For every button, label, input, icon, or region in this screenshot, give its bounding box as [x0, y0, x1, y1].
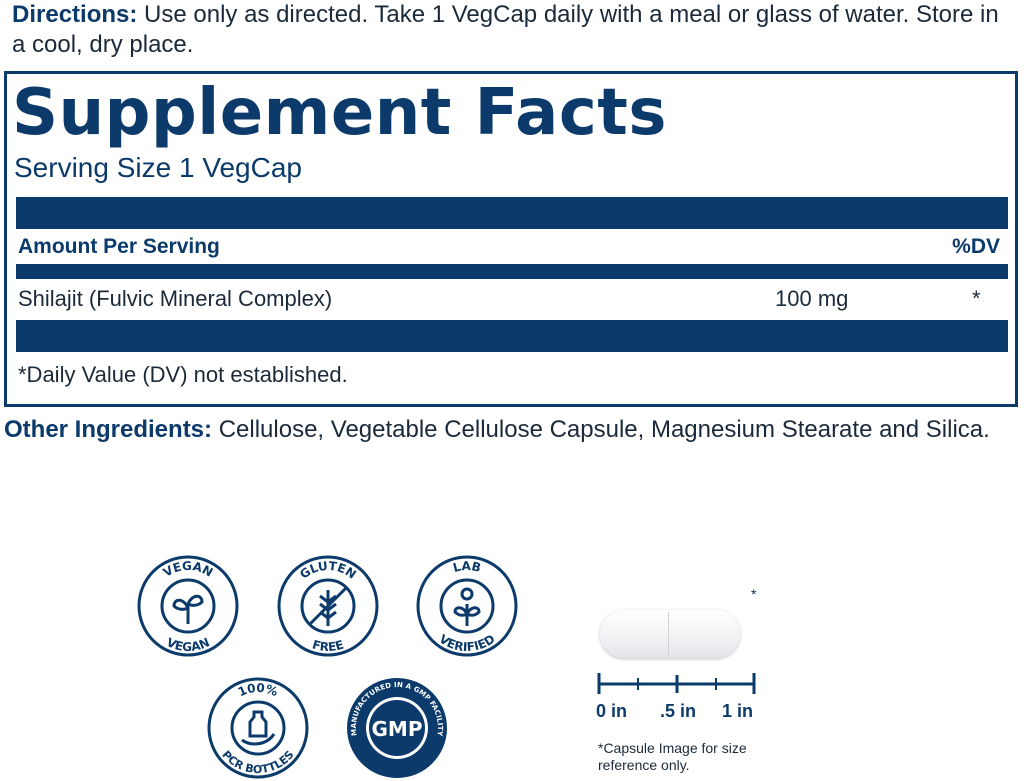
- plant-icon: [453, 587, 481, 626]
- capsule-image: [600, 610, 740, 658]
- bottle-hand-icon: [241, 710, 276, 746]
- ruler-label-0: 0 in: [596, 701, 628, 721]
- badge-pcr-bottles: 100% PCR BOTTLES: [207, 677, 309, 779]
- directions: Directions: Use only as directed. Take 1…: [12, 0, 1012, 60]
- badge-vegan-bottom: VEGAN: [164, 635, 211, 654]
- badge-lab-bottom: VERIFIED: [437, 632, 498, 654]
- other-ingredients: Other Ingredients: Cellulose, Vegetable …: [4, 414, 1014, 445]
- ingredient-dv: *: [972, 286, 981, 311]
- amount-header: Amount Per Serving: [18, 235, 220, 258]
- directions-label: Directions:: [12, 1, 138, 28]
- svg-text:VEGAN: VEGAN: [161, 559, 216, 580]
- svg-text:VERIFIED: VERIFIED: [437, 632, 498, 654]
- size-ruler: [597, 673, 756, 694]
- badge-lab-top: LAB: [451, 559, 482, 575]
- serving-size: Serving Size 1 VegCap: [14, 152, 302, 183]
- badges: VEGAN VEGAN GLUTEN FREE LAB VERIFIED 100…: [137, 555, 518, 779]
- svg-text:PCR BOTTLES: PCR BOTTLES: [219, 748, 296, 776]
- sprout-icon: [172, 594, 204, 624]
- badge-gluten-bottom: FREE: [311, 637, 346, 654]
- svg-text:FREE: FREE: [311, 637, 346, 654]
- capsule-asterisk: *: [751, 586, 757, 602]
- divider-thick-bottom: [16, 320, 1008, 352]
- footnote: *Daily Value (DV) not established.: [18, 362, 348, 387]
- dv-header: %DV: [952, 235, 1000, 258]
- gmp-seal-icon: GMP: [372, 717, 423, 741]
- directions-text: Use only as directed. Take 1 VegCap dail…: [12, 1, 999, 58]
- svg-text:GLUTEN: GLUTEN: [297, 559, 358, 582]
- badge-gluten-free: GLUTEN FREE: [277, 555, 379, 657]
- badge-pcr-bottom: PCR BOTTLES: [219, 748, 296, 776]
- wheat-crossed-icon: [308, 586, 348, 626]
- divider-thick: [16, 197, 1008, 229]
- badge-lab-verified: LAB VERIFIED: [416, 555, 518, 657]
- other-ingredients-label: Other Ingredients:: [4, 416, 213, 443]
- badge-vegan-top: VEGAN: [161, 559, 216, 580]
- amount-header-row: Amount Per Serving %DV: [18, 235, 1002, 259]
- svg-text:LAB: LAB: [451, 559, 482, 575]
- badge-pcr-top: 100%: [236, 681, 280, 699]
- divider-medium: [16, 264, 1008, 279]
- ruler-label-half: .5 in: [660, 701, 697, 721]
- ingredient-name: Shilajit (Fulvic Mineral Complex): [18, 286, 333, 311]
- badge-vegan: VEGAN VEGAN: [137, 555, 239, 657]
- panel-title: Supplement Facts: [12, 76, 667, 150]
- badge-gmp: MANUFACTURED IN A GMP FACILITY GMP: [347, 678, 447, 778]
- other-ingredients-text: Cellulose, Vegetable Cellulose Capsule, …: [212, 416, 990, 443]
- svg-text:100%: 100%: [236, 681, 280, 699]
- capsule-note: *Capsule Image for size reference only.: [598, 740, 747, 773]
- ingredient-row: Shilajit (Fulvic Mineral Complex) 100 mg…: [18, 286, 1002, 312]
- ingredient-amount: 100 mg: [775, 286, 849, 311]
- svg-text:VEGAN: VEGAN: [164, 635, 211, 654]
- ruler-label-1: 1 in: [722, 701, 754, 721]
- supplement-facts-panel: [4, 71, 1018, 407]
- badge-gluten-top: GLUTEN: [297, 559, 358, 582]
